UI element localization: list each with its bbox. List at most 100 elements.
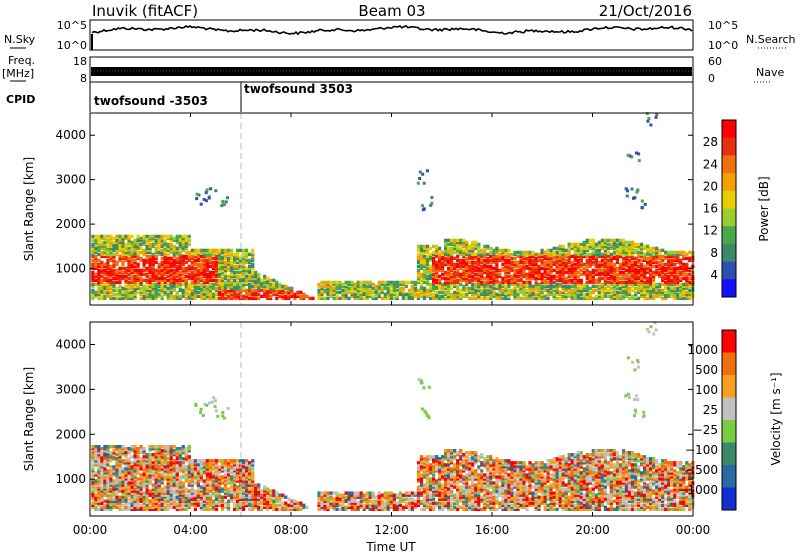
echo-cell	[661, 258, 665, 263]
echo-cell	[223, 268, 228, 273]
echo-cell	[205, 501, 209, 505]
echo-cell	[281, 505, 285, 509]
echo-cell	[187, 286, 191, 291]
echo-cell	[254, 270, 258, 275]
echo-cell	[136, 276, 140, 281]
echo-cell	[612, 284, 617, 289]
echo-cell	[483, 296, 487, 301]
echo-cell	[416, 264, 421, 269]
echo-cell	[190, 461, 194, 465]
echo-cell	[465, 282, 469, 287]
echo-cell	[172, 238, 176, 243]
echo-cell	[492, 280, 496, 285]
echo-cell	[142, 507, 146, 511]
echo-cell	[245, 501, 249, 505]
echo-cell	[612, 294, 617, 299]
echo-cell	[447, 246, 451, 251]
echo-cell	[94, 497, 98, 501]
echo-cell	[567, 246, 571, 251]
echo-cell	[145, 296, 149, 301]
echo-cell	[392, 282, 396, 287]
echo-cell	[341, 296, 345, 301]
echo-cell	[658, 272, 662, 277]
echo-cell	[471, 278, 475, 283]
echo-cell	[661, 288, 665, 293]
echo-cell	[109, 248, 113, 253]
echo-cell	[465, 258, 469, 263]
echo-cell	[166, 469, 170, 473]
echo-cell	[573, 256, 577, 261]
echo-cell	[341, 288, 345, 293]
echo-cell	[486, 266, 490, 271]
echo-cell	[284, 296, 288, 301]
echo-cell	[474, 256, 478, 261]
echo-cell	[236, 254, 240, 259]
echo-cell	[432, 268, 436, 273]
echo-cell	[501, 280, 505, 285]
echo-cell	[410, 292, 414, 297]
echo-cell	[251, 481, 255, 485]
echo-cell	[103, 475, 107, 479]
echo-cell	[576, 292, 580, 297]
echo-cell	[118, 501, 122, 505]
echo-cell	[242, 258, 246, 263]
echo-cell	[573, 276, 577, 281]
echo-cell	[160, 272, 164, 277]
echo-cell	[199, 489, 203, 493]
echo-cell	[97, 292, 101, 297]
echo-cell	[579, 282, 583, 287]
echo-cell	[239, 497, 243, 501]
echo-cell	[142, 240, 146, 245]
echo-cell	[187, 264, 191, 269]
echo-cell	[133, 497, 137, 501]
echo-cell	[591, 278, 595, 283]
echo-cell	[251, 250, 255, 255]
nsearch-tick-bottom: 10^0	[708, 39, 738, 52]
echo-cell	[344, 284, 348, 289]
echo-cell	[208, 469, 212, 473]
echo-cell	[220, 288, 225, 293]
echo-cell	[419, 258, 424, 263]
echo-cell	[627, 274, 632, 279]
echo-cell	[199, 503, 203, 507]
echo-cell	[172, 272, 176, 277]
echo-cell	[248, 276, 252, 281]
echo-cell	[398, 280, 402, 285]
echo-cell	[471, 264, 475, 269]
echo-cell	[528, 280, 532, 285]
power-ylabel: Slant Range [km]	[22, 157, 36, 261]
echo-cell	[534, 252, 538, 257]
echo-cell	[148, 284, 152, 289]
echo-cell	[383, 292, 387, 297]
echo-cell	[266, 489, 270, 493]
echo-cell	[576, 260, 580, 265]
echo-cell	[91, 475, 95, 479]
echo-cell	[142, 499, 146, 503]
echo-cell	[621, 250, 626, 255]
echo-cell	[145, 491, 149, 495]
echo-cell	[278, 495, 282, 499]
echo-cell	[570, 264, 574, 269]
echo-cell	[588, 262, 592, 267]
echo-cell	[299, 294, 303, 299]
echo-cell	[664, 268, 668, 273]
echo-cell	[130, 276, 134, 281]
echo-cell	[157, 479, 161, 483]
echo-cell	[214, 286, 219, 291]
echo-cell	[507, 252, 511, 257]
echo-cell	[637, 290, 641, 295]
echo-cell	[664, 272, 668, 277]
echo-cell	[534, 266, 538, 271]
echo-cell	[456, 270, 460, 275]
echo-cell	[549, 290, 553, 295]
echo-cell	[151, 260, 155, 265]
echo-cell	[181, 282, 185, 287]
echo-cell	[160, 244, 164, 249]
echo-cell	[166, 258, 170, 263]
echo-cell	[621, 286, 626, 291]
echo-cell	[199, 264, 203, 269]
echo-cell	[172, 451, 176, 455]
echo-cell	[181, 234, 185, 239]
echo-cell	[242, 278, 246, 283]
colorbar-swatch	[722, 261, 736, 280]
